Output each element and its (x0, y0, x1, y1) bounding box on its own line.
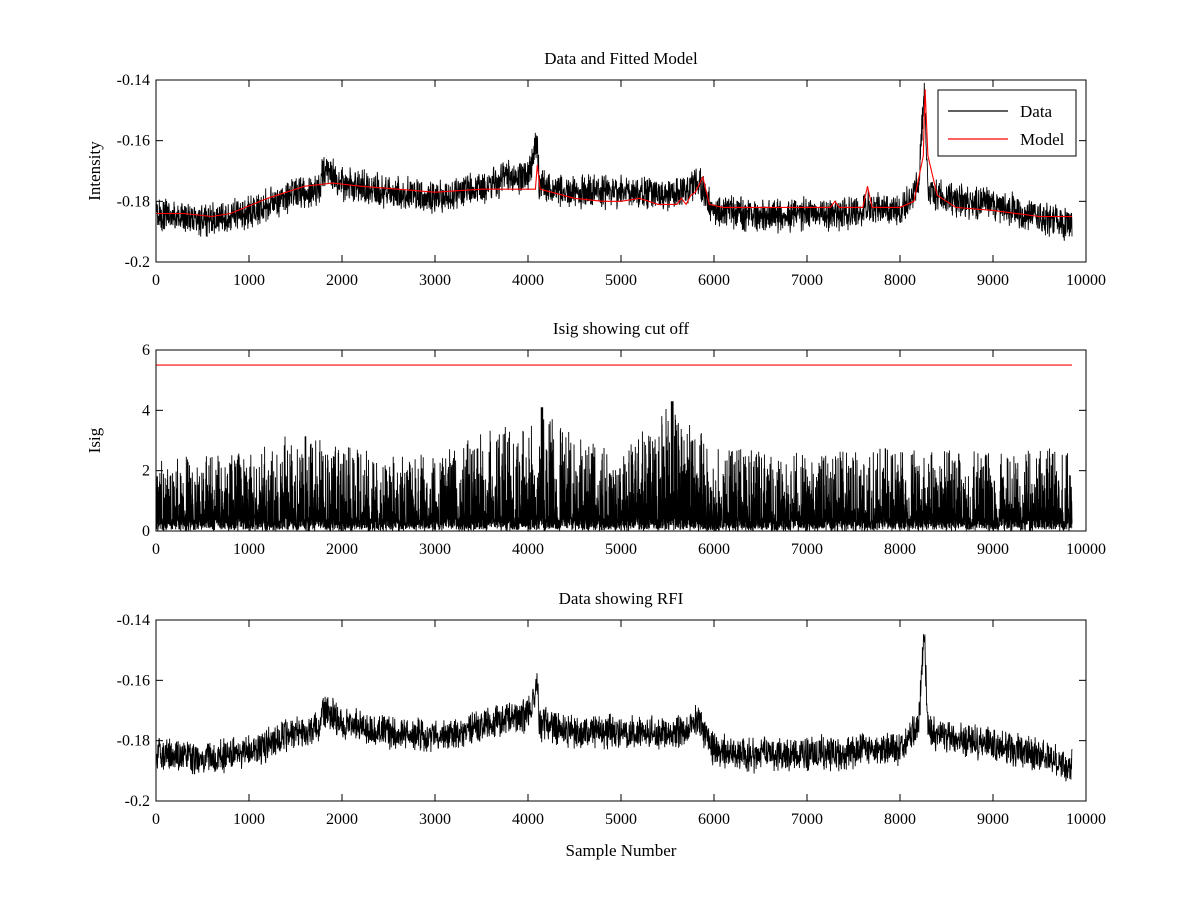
x-tick-label: 9000 (977, 272, 1009, 289)
y-axis-label: Isig (85, 427, 104, 453)
x-tick-label: 8000 (884, 541, 916, 558)
plot-area (156, 364, 1073, 531)
series-line-1 (156, 401, 1073, 531)
x-tick-label: 0 (152, 541, 160, 558)
x-tick-label: 0 (152, 272, 160, 289)
series-line-data (156, 82, 1073, 241)
y-tick-label: -0.14 (117, 612, 150, 629)
chart-title: Data and Fitted Model (544, 49, 698, 68)
y-tick-label: -0.2 (125, 254, 150, 271)
x-tick-label: 10000 (1066, 272, 1106, 289)
y-tick-label: -0.16 (117, 133, 150, 150)
x-tick-label: 3000 (419, 272, 451, 289)
y-tick-label: 6 (142, 342, 150, 359)
x-tick-label: 2000 (326, 541, 358, 558)
y-tick-label: -0.18 (117, 193, 150, 210)
x-tick-label: 9000 (977, 811, 1009, 828)
legend-label-model: Model (1020, 130, 1065, 149)
axes-box (155, 619, 1087, 802)
plot-area (156, 634, 1073, 782)
chart-title: Isig showing cut off (553, 319, 689, 338)
x-tick-label: 4000 (512, 272, 544, 289)
x-tick-label: 4000 (512, 541, 544, 558)
x-tick-label: 10000 (1066, 811, 1106, 828)
y-tick-label: 2 (142, 463, 150, 480)
x-tick-label: 6000 (698, 272, 730, 289)
x-tick-label: 7000 (791, 272, 823, 289)
panel-3: 0 1000 2000 3000 4000 5000 6000 7000 8000 9000 100… (117, 589, 1106, 860)
plot-area (156, 82, 1073, 241)
x-tick-label: 7000 (791, 811, 823, 828)
panel-1: 0 1000 2000 3000 4000 5000 6000 7000 8000 9000 100… (85, 49, 1106, 289)
chart-title: Data showing RFI (559, 589, 684, 608)
x-tick-label: 2000 (326, 272, 358, 289)
y-tick-label: -0.18 (117, 733, 150, 750)
x-tick-label: 6000 (698, 811, 730, 828)
x-tick-label: 4000 (512, 811, 544, 828)
x-tick-label: 6000 (698, 541, 730, 558)
y-tick-label: 0 (142, 523, 150, 540)
x-tick-label: 0 (152, 811, 160, 828)
series-line-1 (156, 634, 1073, 782)
legend-label-data: Data (1020, 102, 1053, 121)
x-tick-label: 3000 (419, 811, 451, 828)
legend-box (937, 89, 1077, 157)
x-tick-label: 10000 (1066, 541, 1106, 558)
x-tick-label: 3000 (419, 541, 451, 558)
x-axis-label: Sample Number (566, 841, 677, 860)
series-line-model (156, 89, 1072, 218)
x-tick-label: 1000 (233, 272, 265, 289)
legend: Data Model (937, 89, 1077, 157)
y-tick-label: -0.14 (117, 72, 150, 89)
x-tick-label: 2000 (326, 811, 358, 828)
x-tick-label: 5000 (605, 272, 637, 289)
x-tick-label: 9000 (977, 541, 1009, 558)
y-axis-label: Intensity (85, 141, 104, 201)
x-tick-label: 5000 (605, 811, 637, 828)
y-tick-label: -0.16 (117, 672, 150, 689)
x-tick-label: 5000 (605, 541, 637, 558)
y-tick-label: 4 (142, 402, 150, 419)
panel-2: 0 1000 2000 3000 4000 5000 6000 7000 8000 9000 100… (85, 319, 1106, 558)
x-tick-label: 1000 (233, 541, 265, 558)
x-tick-label: 7000 (791, 541, 823, 558)
y-tick-label: -0.2 (125, 793, 150, 810)
x-tick-label: 8000 (884, 272, 916, 289)
x-tick-label: 8000 (884, 811, 916, 828)
x-tick-label: 1000 (233, 811, 265, 828)
